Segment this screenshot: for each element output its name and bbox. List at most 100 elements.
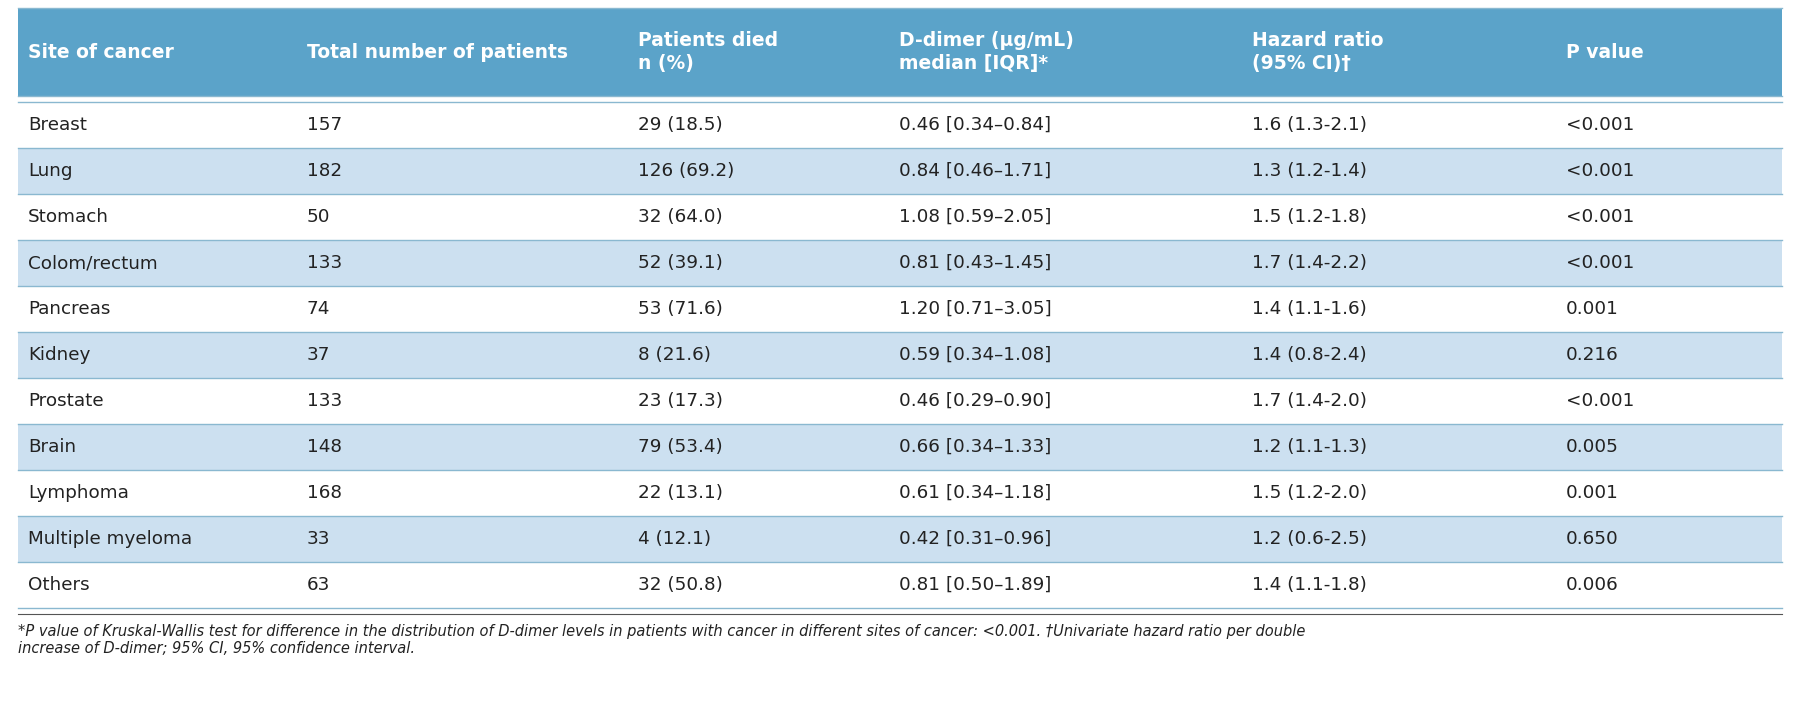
Text: Multiple myeloma: Multiple myeloma [29,530,193,548]
Bar [628,424,889,470]
Text: 52 (39.1): 52 (39.1) [639,254,724,272]
Bar [1242,102,1557,148]
Text: 157: 157 [306,116,342,134]
Bar [1242,424,1557,470]
Text: 32 (50.8): 32 (50.8) [639,576,724,594]
Bar [18,194,297,240]
Text: 50: 50 [306,208,329,226]
Bar [889,102,1242,148]
Bar [18,378,297,424]
Bar [1557,332,1782,378]
Bar [1557,286,1782,332]
Text: 0.59 [0.34–1.08]: 0.59 [0.34–1.08] [900,346,1051,364]
Text: 0.84 [0.46–1.71]: 0.84 [0.46–1.71] [900,162,1051,180]
Text: <0.001: <0.001 [1566,254,1634,272]
Bar [297,8,628,96]
Text: *P value of Kruskal-Wallis test for difference in the distribution of D-dimer le: *P value of Kruskal-Wallis test for diff… [18,624,1305,656]
Text: 0.61 [0.34–1.18]: 0.61 [0.34–1.18] [900,484,1051,502]
Text: 0.216: 0.216 [1566,346,1618,364]
Bar [297,148,628,194]
Text: 126 (69.2): 126 (69.2) [639,162,734,180]
Text: 1.2 (0.6-2.5): 1.2 (0.6-2.5) [1253,530,1368,548]
Bar [1557,102,1782,148]
Text: 0.650: 0.650 [1566,530,1618,548]
Text: 0.66 [0.34–1.33]: 0.66 [0.34–1.33] [900,438,1051,456]
Text: 0.46 [0.29–0.90]: 0.46 [0.29–0.90] [900,392,1051,410]
Bar [1557,562,1782,608]
Text: Hazard ratio
(95% CI)†: Hazard ratio (95% CI)† [1253,32,1384,72]
Bar [889,562,1242,608]
Text: 148: 148 [306,438,342,456]
Text: 74: 74 [306,300,329,318]
Bar [18,470,297,516]
Text: 8 (21.6): 8 (21.6) [639,346,711,364]
Bar [1242,8,1557,96]
Text: 1.3 (1.2-1.4): 1.3 (1.2-1.4) [1253,162,1368,180]
Text: 32 (64.0): 32 (64.0) [639,208,724,226]
Bar [628,194,889,240]
Text: Total number of patients: Total number of patients [306,43,567,62]
Text: Prostate: Prostate [29,392,104,410]
Bar [889,240,1242,286]
Text: 1.6 (1.3-2.1): 1.6 (1.3-2.1) [1253,116,1368,134]
Bar [889,424,1242,470]
Bar [297,332,628,378]
Text: Colom/rectum: Colom/rectum [29,254,158,272]
Bar [18,332,297,378]
Bar [18,240,297,286]
Text: Pancreas: Pancreas [29,300,110,318]
Bar [628,516,889,562]
Bar [1557,194,1782,240]
Text: 133: 133 [306,392,342,410]
Text: Site of cancer: Site of cancer [29,43,175,62]
Bar [297,516,628,562]
Text: P value: P value [1566,43,1643,62]
Text: 1.4 (0.8-2.4): 1.4 (0.8-2.4) [1253,346,1366,364]
Bar [297,470,628,516]
Bar [628,102,889,148]
Bar [1242,516,1557,562]
Bar [628,378,889,424]
Bar [1242,148,1557,194]
Text: 0.81 [0.43–1.45]: 0.81 [0.43–1.45] [900,254,1051,272]
Text: 22 (13.1): 22 (13.1) [639,484,724,502]
Text: 1.08 [0.59–2.05]: 1.08 [0.59–2.05] [900,208,1051,226]
Bar [1242,194,1557,240]
Text: 1.5 (1.2-2.0): 1.5 (1.2-2.0) [1253,484,1368,502]
Bar [18,424,297,470]
Text: 1.7 (1.4-2.2): 1.7 (1.4-2.2) [1253,254,1368,272]
Bar [297,562,628,608]
Bar [1242,470,1557,516]
Text: 33: 33 [306,530,329,548]
Bar [628,470,889,516]
Bar [18,102,297,148]
Text: 63: 63 [306,576,329,594]
Text: 168: 168 [306,484,342,502]
Bar [297,424,628,470]
Text: 0.005: 0.005 [1566,438,1618,456]
Bar [628,8,889,96]
Bar [889,470,1242,516]
Text: Kidney: Kidney [29,346,90,364]
Text: 0.46 [0.34–0.84]: 0.46 [0.34–0.84] [900,116,1051,134]
Bar [628,332,889,378]
Bar [297,240,628,286]
Text: Brain: Brain [29,438,76,456]
Bar [18,8,297,96]
Bar [628,240,889,286]
Text: 0.001: 0.001 [1566,484,1618,502]
Bar [297,286,628,332]
Text: Lymphoma: Lymphoma [29,484,130,502]
Text: 0.006: 0.006 [1566,576,1618,594]
Bar [1242,286,1557,332]
Bar [1242,332,1557,378]
Bar [1557,470,1782,516]
Bar [1557,516,1782,562]
Bar [889,194,1242,240]
Text: 79 (53.4): 79 (53.4) [639,438,724,456]
Text: D-dimer (μg/mL)
median [IQR]*: D-dimer (μg/mL) median [IQR]* [900,32,1075,72]
Bar [889,516,1242,562]
Bar [297,102,628,148]
Text: 133: 133 [306,254,342,272]
Text: 37: 37 [306,346,329,364]
